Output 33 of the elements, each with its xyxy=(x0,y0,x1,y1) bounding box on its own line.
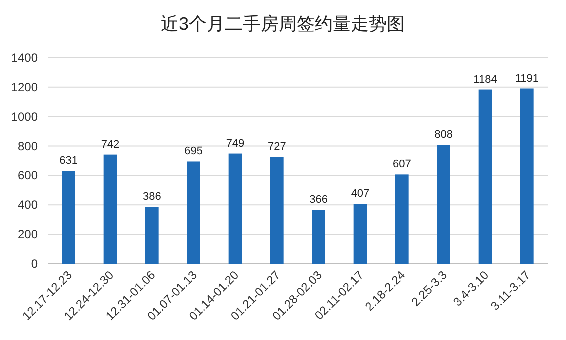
y-tick-label: 1000 xyxy=(11,110,38,124)
bar xyxy=(354,204,368,264)
data-label: 631 xyxy=(60,155,78,168)
bar xyxy=(146,207,159,264)
bar xyxy=(396,174,409,264)
bar xyxy=(312,210,326,264)
bar xyxy=(520,88,534,264)
bar xyxy=(104,154,118,264)
y-tick-label: 1400 xyxy=(11,51,38,65)
data-label: 749 xyxy=(226,138,245,150)
data-label: 607 xyxy=(392,158,412,171)
bar xyxy=(437,145,450,264)
y-tick-label: 400 xyxy=(18,198,38,212)
data-label: 808 xyxy=(434,129,454,142)
bar xyxy=(270,157,284,264)
y-tick-label: 1200 xyxy=(11,80,38,94)
bar xyxy=(187,162,200,264)
data-label: 727 xyxy=(268,141,286,154)
data-label: 742 xyxy=(101,138,120,151)
bar xyxy=(62,171,76,264)
data-label: 366 xyxy=(310,194,328,206)
bar xyxy=(228,154,242,264)
data-label: 407 xyxy=(351,188,370,200)
y-tick-label: 200 xyxy=(18,228,38,242)
data-label: 1184 xyxy=(474,74,498,86)
data-label: 695 xyxy=(184,146,204,158)
y-tick-label: 600 xyxy=(18,168,38,183)
data-label: 1191 xyxy=(515,72,539,85)
chart-title: 近3个月二手房周签约量走势图 xyxy=(160,14,406,34)
y-tick-label: 800 xyxy=(18,139,38,154)
bar xyxy=(478,90,492,264)
y-tick-label: 0 xyxy=(31,257,38,271)
data-label: 386 xyxy=(142,191,162,204)
